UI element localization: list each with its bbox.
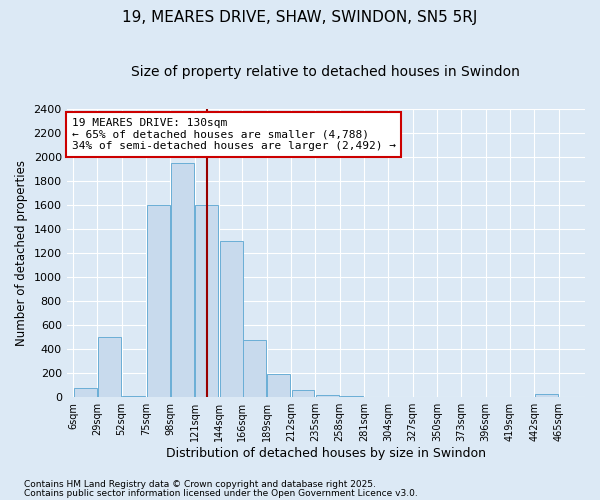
Bar [122, 396, 145, 397]
Bar [316, 395, 339, 397]
X-axis label: Distribution of detached houses by size in Swindon: Distribution of detached houses by size … [166, 447, 486, 460]
Bar [413, 396, 436, 397]
Bar [196, 206, 218, 397]
Bar [389, 396, 412, 397]
Bar [462, 396, 485, 397]
Text: Contains HM Land Registry data © Crown copyright and database right 2025.: Contains HM Land Registry data © Crown c… [24, 480, 376, 489]
Bar [511, 396, 533, 397]
Bar [147, 206, 170, 397]
Bar [220, 242, 242, 397]
Bar [268, 374, 290, 397]
Y-axis label: Number of detached properties: Number of detached properties [15, 160, 28, 346]
Bar [98, 337, 121, 397]
Bar [74, 388, 97, 397]
Bar [437, 396, 460, 397]
Text: Contains public sector information licensed under the Open Government Licence v3: Contains public sector information licen… [24, 488, 418, 498]
Bar [292, 390, 314, 397]
Bar [487, 396, 509, 397]
Text: 19, MEARES DRIVE, SHAW, SWINDON, SN5 5RJ: 19, MEARES DRIVE, SHAW, SWINDON, SN5 5RJ [122, 10, 478, 25]
Bar [365, 396, 388, 397]
Text: 19 MEARES DRIVE: 130sqm
← 65% of detached houses are smaller (4,788)
34% of semi: 19 MEARES DRIVE: 130sqm ← 65% of detache… [72, 118, 396, 151]
Bar [243, 340, 266, 397]
Title: Size of property relative to detached houses in Swindon: Size of property relative to detached ho… [131, 65, 520, 79]
Bar [559, 396, 582, 397]
Bar [171, 164, 194, 397]
Bar [340, 396, 363, 397]
Bar [535, 394, 558, 397]
